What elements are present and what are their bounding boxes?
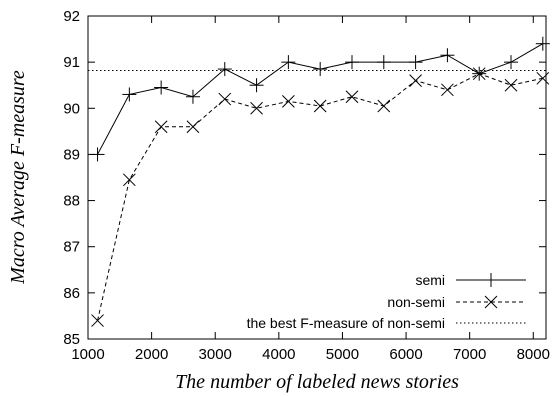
series-line — [97, 73, 543, 321]
x-tick-label: 4000 — [262, 346, 295, 363]
x-tick-label: 8000 — [517, 346, 550, 363]
data-point-cross — [122, 173, 136, 187]
data-point-plus — [504, 55, 519, 70]
data-point-plus — [154, 80, 169, 95]
x-tick-label: 6000 — [389, 346, 422, 363]
series-plus — [90, 36, 550, 162]
data-point-cross — [377, 99, 391, 113]
plot-frame — [87, 15, 547, 340]
data-point-cross — [91, 314, 104, 327]
data-point-cross — [186, 120, 200, 134]
x-tick-label: 3000 — [199, 346, 232, 363]
data-point-plus — [344, 55, 359, 70]
data-point-plus — [440, 48, 455, 63]
data-point-cross — [154, 120, 168, 134]
series-line — [97, 43, 544, 155]
x-tick-label: 7000 — [453, 346, 486, 363]
data-point-cross — [218, 92, 232, 106]
series-layer — [88, 36, 550, 327]
data-point-plus — [217, 62, 232, 77]
data-point-plus — [408, 55, 423, 70]
data-point-plus — [249, 78, 264, 93]
x-axis-title: The number of labeled news stories — [175, 371, 459, 393]
legend-item: the best F-measure of non-semi — [247, 315, 526, 331]
data-point-plus — [281, 55, 296, 70]
legend-swatch-marker — [484, 295, 498, 309]
y-tick-label: 91 — [63, 54, 80, 71]
data-point-plus — [535, 36, 550, 51]
legend-swatch-marker — [484, 273, 498, 287]
legend-label: the best F-measure of non-semi — [247, 315, 445, 331]
data-point-plus — [90, 147, 105, 162]
y-tick-label: 88 — [63, 193, 80, 210]
y-tick-label: 87 — [63, 239, 80, 256]
y-tick-label: 89 — [63, 146, 80, 163]
legend-item: semi — [415, 272, 526, 288]
data-point-cross — [409, 74, 422, 87]
data-point-cross — [250, 101, 263, 115]
y-axis-title: Macro Average F-measure — [7, 70, 29, 285]
data-point-plus — [376, 55, 391, 70]
series-cross — [91, 67, 550, 327]
legend-item: non-semi — [387, 294, 526, 310]
legend-label: non-semi — [387, 294, 445, 310]
data-point-cross — [536, 71, 550, 85]
data-point-cross — [472, 67, 486, 81]
x-tick-label: 2000 — [135, 346, 168, 363]
x-axis-ticks: 1000 2000 3000 4000 5000 6000 7000 8000 — [71, 16, 550, 363]
legend-label: semi — [415, 272, 445, 288]
legend: semi non-semi the best F-measure of non-se… — [247, 272, 526, 331]
data-point-cross — [345, 90, 359, 104]
y-axis-ticks: 85 86 87 88 89 90 91 92 — [63, 8, 546, 348]
data-point-cross — [282, 95, 295, 108]
y-tick-label: 85 — [63, 331, 80, 348]
y-tick-label: 92 — [63, 8, 80, 25]
y-tick-label: 90 — [63, 100, 80, 117]
data-point-plus — [185, 89, 200, 104]
data-point-plus — [313, 62, 328, 77]
x-tick-label: 5000 — [326, 346, 359, 363]
data-point-cross — [441, 83, 454, 97]
y-tick-label: 86 — [63, 285, 80, 302]
data-point-cross — [313, 99, 327, 113]
data-point-plus — [122, 87, 137, 102]
data-point-cross — [504, 78, 518, 92]
x-tick-label: 1000 — [71, 346, 104, 363]
